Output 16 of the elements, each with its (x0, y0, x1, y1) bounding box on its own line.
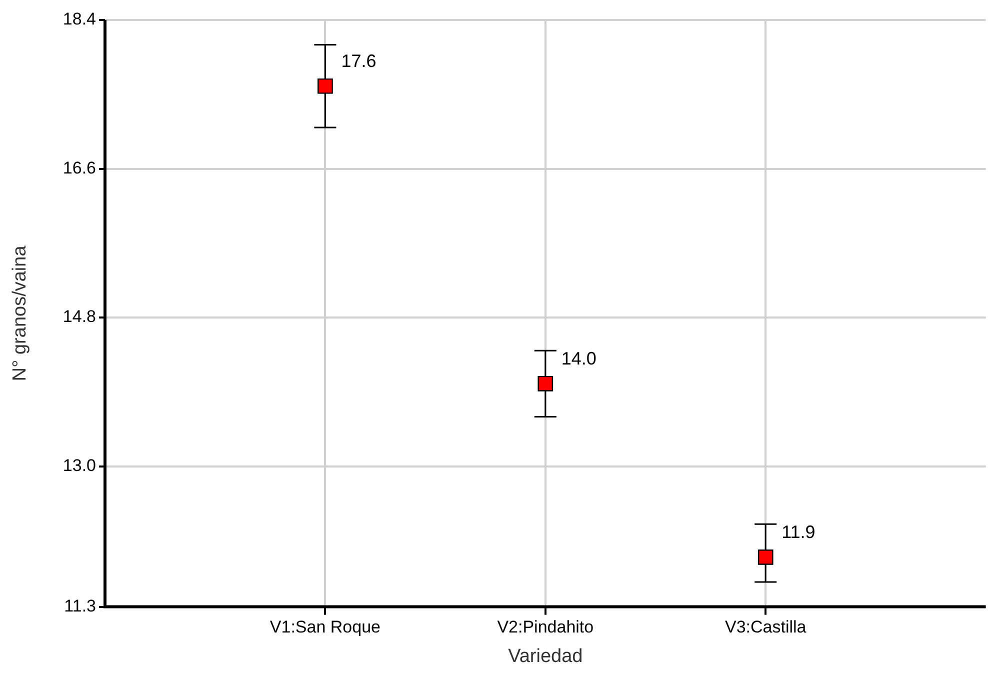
x-tick-label: V3:Castilla (724, 618, 807, 637)
y-tick-label: 13.0 (62, 456, 96, 475)
y-tick-label: 11.3 (64, 596, 96, 616)
point (758, 550, 774, 565)
point (538, 376, 554, 392)
point (318, 78, 333, 94)
y-axis-title: N° granos/vaina (10, 245, 31, 382)
x-tick-label: V2:Pindahito (497, 618, 594, 637)
x-axis-title: Variedad (508, 646, 583, 667)
x-tick-label: V1:San Roque (270, 618, 380, 637)
data-label: 17.6 (341, 51, 376, 72)
y-tick-label: 16.6 (62, 158, 96, 178)
y-tick-label: 18.4 (62, 10, 96, 29)
y-tick-label: 14.8 (62, 307, 96, 326)
data-label: 11.9 (782, 522, 816, 542)
data-label: 14.0 (561, 348, 596, 369)
